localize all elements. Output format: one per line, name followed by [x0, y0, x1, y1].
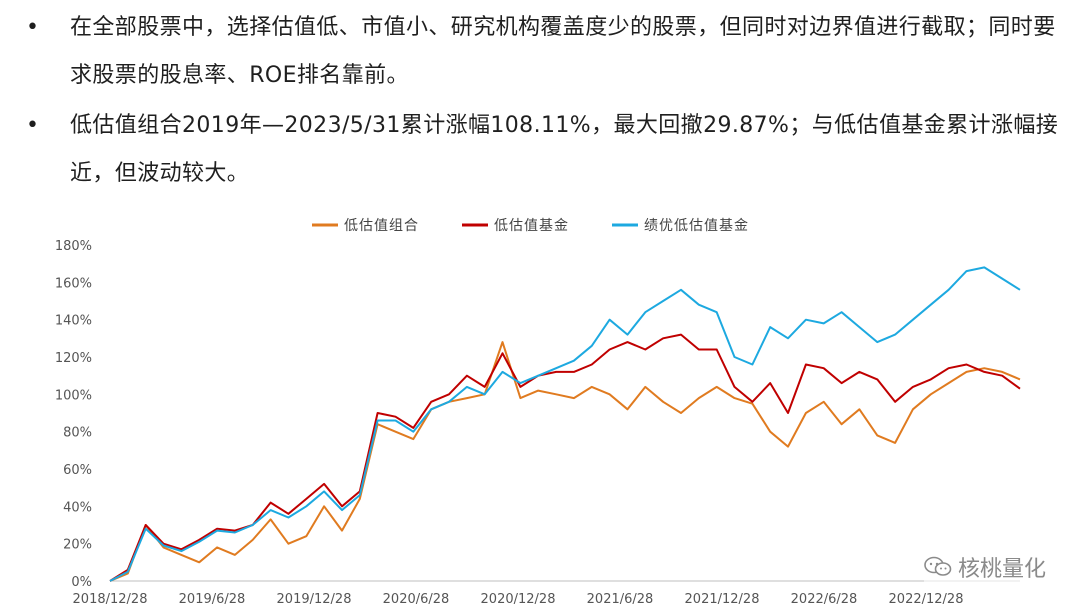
y-tick-label: 80% — [63, 426, 92, 441]
x-tick-label: 2022/12/28 — [889, 592, 964, 607]
y-tick-label: 40% — [63, 500, 92, 515]
x-tick-label: 2020/6/28 — [383, 592, 450, 607]
wechat-icon — [924, 556, 952, 576]
y-tick-label: 180% — [55, 239, 92, 254]
x-tick-label: 2019/12/28 — [277, 592, 352, 607]
bullet-item-1: • 在全部股票中，选择估值低、市值小、研究机构覆盖度少的股票，但同时对边界值进行… — [26, 4, 1071, 100]
bullet-marker: • — [26, 113, 40, 138]
x-tick-label: 2021/6/28 — [587, 592, 654, 607]
y-tick-label: 140% — [55, 314, 92, 329]
bullet-list: • 在全部股票中，选择估值低、市值小、研究机构覆盖度少的股票，但同时对边界值进行… — [26, 4, 1071, 198]
y-tick-label: 0% — [71, 575, 92, 590]
series-line-quality-low-valuation-fund — [109, 266, 1021, 582]
bullet-text: 在全部股票中，选择估值低、市值小、研究机构覆盖度少的股票，但同时对边界值进行截取… — [70, 15, 1056, 88]
series-line-low-valuation-portfolio — [109, 341, 1021, 582]
y-tick-label: 20% — [63, 538, 92, 553]
legend-label: 低估值组合 — [344, 218, 419, 234]
x-tick-label: 2022/6/28 — [791, 592, 858, 607]
legend-label: 绩优低估值基金 — [644, 217, 749, 234]
x-tick-label: 2021/12/28 — [685, 592, 760, 607]
bullet-text: 低估值组合2019年—2023/5/31累计涨幅108.11%，最大回撤29.8… — [70, 113, 1059, 186]
y-tick-label: 160% — [55, 276, 92, 291]
y-tick-label: 60% — [63, 463, 92, 478]
legend-label: 低估值基金 — [494, 217, 569, 234]
bullet-item-2: • 低估值组合2019年—2023/5/31累计涨幅108.11%，最大回撤29… — [26, 102, 1071, 198]
bullet-marker: • — [26, 15, 40, 40]
x-tick-label: 2018/12/28 — [73, 592, 148, 607]
watermark-text: 核桃量化 — [957, 557, 1046, 582]
y-tick-label: 120% — [55, 351, 92, 366]
series-line-low-valuation-fund — [109, 333, 1021, 582]
y-tick-label: 100% — [55, 388, 92, 403]
cumulative-return-chart: 0% 20% 40% 60% 80% 100% 120% 140% 160% 180% 2018/1… — [55, 217, 1021, 607]
x-tick-label: 2019/6/28 — [179, 592, 246, 607]
watermark: 核桃量化 — [923, 551, 1046, 583]
x-tick-label: 2020/12/28 — [481, 592, 556, 607]
